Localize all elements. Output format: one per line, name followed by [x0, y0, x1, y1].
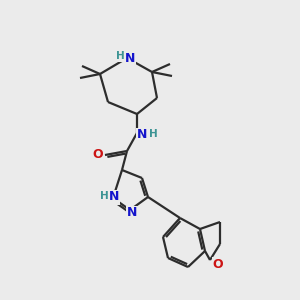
Text: H: H: [100, 191, 108, 201]
Text: O: O: [213, 257, 223, 271]
Text: H: H: [116, 51, 124, 61]
Text: O: O: [93, 148, 103, 161]
Text: N: N: [127, 206, 137, 220]
Text: N: N: [137, 128, 147, 142]
Text: H: H: [148, 129, 158, 139]
Text: N: N: [109, 190, 119, 203]
Text: N: N: [125, 52, 135, 65]
